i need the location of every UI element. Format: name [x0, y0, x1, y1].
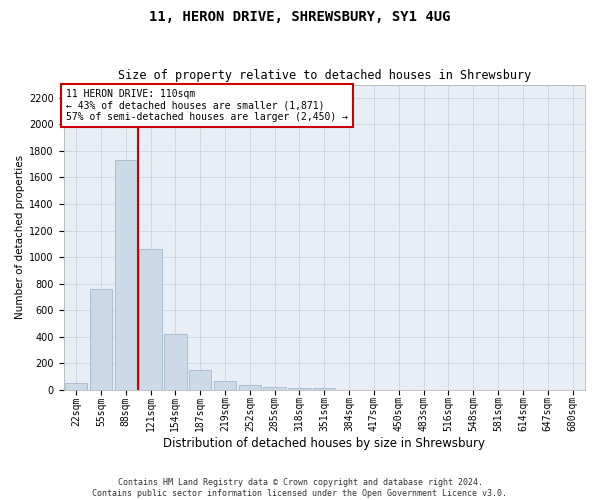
Bar — [214, 380, 236, 390]
Text: 11 HERON DRIVE: 110sqm
← 43% of detached houses are smaller (1,871)
57% of semi-: 11 HERON DRIVE: 110sqm ← 43% of detached… — [66, 89, 348, 122]
Bar — [90, 289, 112, 390]
Title: Size of property relative to detached houses in Shrewsbury: Size of property relative to detached ho… — [118, 69, 531, 82]
Bar — [313, 388, 335, 390]
Bar — [263, 386, 286, 390]
Bar — [65, 384, 87, 390]
Bar — [189, 370, 211, 390]
Bar — [139, 249, 162, 390]
Y-axis label: Number of detached properties: Number of detached properties — [15, 155, 25, 320]
Bar — [239, 384, 261, 390]
Text: Contains HM Land Registry data © Crown copyright and database right 2024.
Contai: Contains HM Land Registry data © Crown c… — [92, 478, 508, 498]
Bar — [164, 334, 187, 390]
Text: 11, HERON DRIVE, SHREWSBURY, SY1 4UG: 11, HERON DRIVE, SHREWSBURY, SY1 4UG — [149, 10, 451, 24]
Bar — [115, 160, 137, 390]
Bar — [289, 388, 311, 390]
X-axis label: Distribution of detached houses by size in Shrewsbury: Distribution of detached houses by size … — [163, 437, 485, 450]
